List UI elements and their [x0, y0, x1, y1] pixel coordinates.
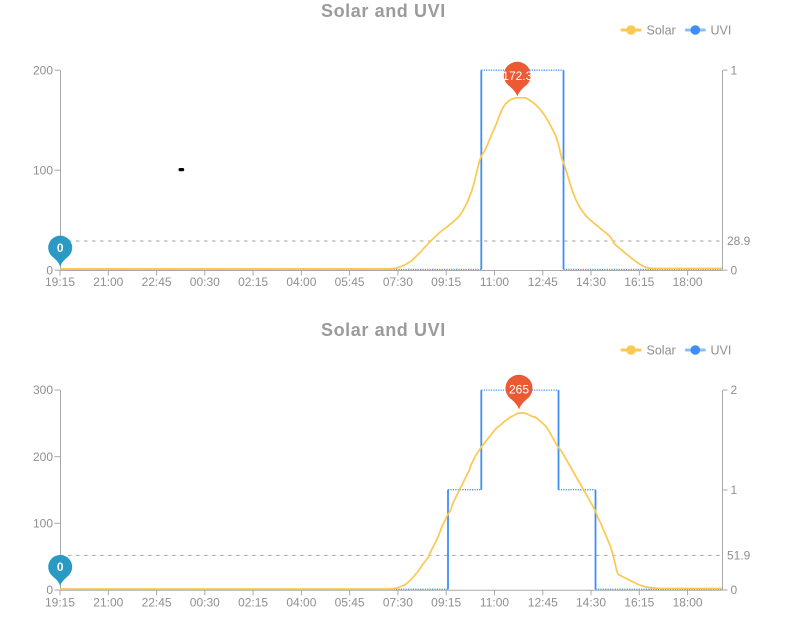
svg-text:265: 265: [509, 382, 529, 396]
svg-text:0: 0: [46, 583, 53, 597]
svg-text:09:15: 09:15: [431, 275, 461, 289]
svg-text:02:15: 02:15: [238, 596, 268, 610]
svg-text:12:45: 12:45: [528, 596, 558, 610]
svg-text:0: 0: [46, 263, 53, 277]
svg-text:07:30: 07:30: [383, 596, 413, 610]
svg-text:09:15: 09:15: [431, 596, 461, 610]
svg-text:07:30: 07:30: [383, 275, 413, 289]
svg-text:Solar: Solar: [647, 343, 676, 357]
svg-text:21:00: 21:00: [93, 275, 123, 289]
svg-text:28.9: 28.9: [727, 234, 751, 248]
svg-text:200: 200: [33, 63, 53, 77]
svg-text:51.9: 51.9: [727, 549, 751, 563]
svg-text:UVI: UVI: [711, 23, 732, 37]
svg-text:00:30: 00:30: [190, 596, 220, 610]
svg-text:21:00: 21:00: [93, 596, 123, 610]
svg-text:14:30: 14:30: [576, 596, 606, 610]
svg-text:22:45: 22:45: [142, 275, 172, 289]
svg-text:1: 1: [731, 63, 738, 77]
svg-text:1: 1: [731, 483, 738, 497]
svg-text:Solar and UVI: Solar and UVI: [321, 320, 446, 340]
svg-text:11:00: 11:00: [480, 275, 509, 289]
svg-text:00:30: 00:30: [190, 275, 220, 289]
svg-text:02:15: 02:15: [238, 275, 268, 289]
svg-text:0: 0: [57, 560, 64, 574]
svg-text:04:00: 04:00: [286, 596, 316, 610]
svg-text:Solar and UVI: Solar and UVI: [321, 1, 446, 21]
svg-text:18:00: 18:00: [673, 596, 703, 610]
svg-text:14:30: 14:30: [576, 275, 606, 289]
svg-text:05:45: 05:45: [335, 275, 365, 289]
svg-text:2: 2: [731, 383, 738, 397]
svg-text:05:45: 05:45: [335, 596, 365, 610]
svg-text:19:15: 19:15: [45, 275, 75, 289]
svg-text:19:15: 19:15: [45, 596, 75, 610]
svg-text:0: 0: [731, 583, 738, 597]
svg-text:04:00: 04:00: [286, 275, 316, 289]
svg-text:UVI: UVI: [711, 343, 732, 357]
svg-text:16:15: 16:15: [624, 596, 654, 610]
svg-text:172.3: 172.3: [502, 69, 532, 83]
svg-text:100: 100: [33, 163, 53, 177]
svg-text:16:15: 16:15: [624, 275, 654, 289]
svg-text:300: 300: [33, 383, 53, 397]
svg-text:11:00: 11:00: [480, 596, 509, 610]
svg-text:18:00: 18:00: [673, 275, 703, 289]
svg-text:Solar: Solar: [647, 23, 676, 37]
svg-text:12:45: 12:45: [528, 275, 558, 289]
svg-text:0: 0: [57, 241, 64, 255]
svg-text:22:45: 22:45: [142, 596, 172, 610]
svg-text:100: 100: [33, 517, 53, 531]
svg-text:0: 0: [731, 263, 738, 277]
svg-text:200: 200: [33, 450, 53, 464]
